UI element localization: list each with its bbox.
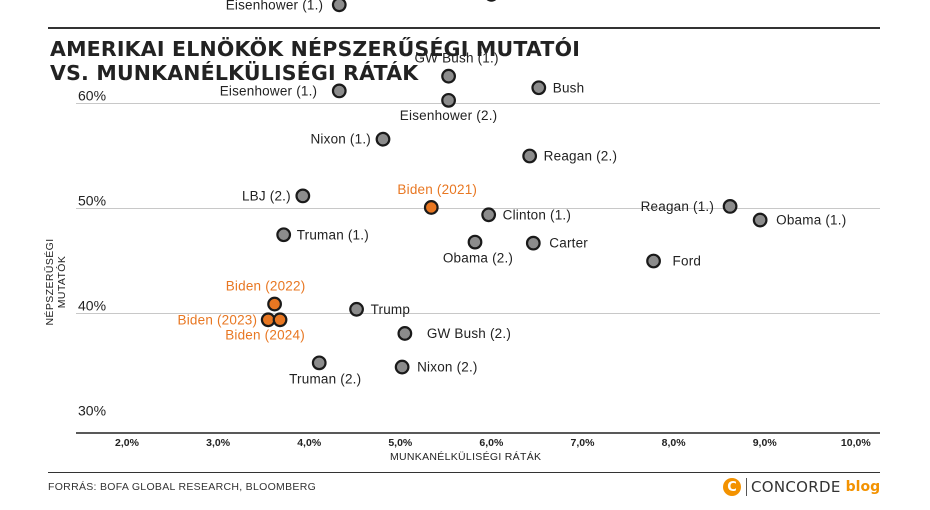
brand-suffix: blog xyxy=(845,479,881,495)
data-point xyxy=(397,326,413,341)
data-point xyxy=(752,212,768,228)
data-point xyxy=(272,312,288,328)
data-point xyxy=(394,359,410,375)
y-tick-label: 30% xyxy=(78,403,106,419)
data-point xyxy=(441,92,456,108)
data-label: Bush xyxy=(553,80,585,95)
data-point xyxy=(375,131,391,147)
data-label: JFK xyxy=(451,0,476,2)
x-tick-label: 8,0% xyxy=(662,437,687,449)
data-point xyxy=(267,296,282,312)
data-point xyxy=(295,188,311,204)
data-point xyxy=(525,235,541,251)
y-tick-labels: 30%40%50%60%70%80% xyxy=(78,88,106,419)
data-label: Reagan (2.) xyxy=(544,149,618,164)
brand-logo: C CONCORDE blog xyxy=(723,475,880,499)
x-tick-label: 3,0% xyxy=(206,437,231,449)
data-label: Truman (2.) xyxy=(289,371,361,386)
data-point xyxy=(722,198,738,214)
x-tick-label: 4,0% xyxy=(297,437,322,449)
data-point xyxy=(276,227,292,243)
y-tick-label: 60% xyxy=(78,88,106,104)
source-note: FORRÁS: BOFA GLOBAL RESEARCH, BLOOMBERG xyxy=(48,481,317,493)
data-label: Obama (2.) xyxy=(443,251,513,266)
data-label: Truman (1.) xyxy=(297,227,369,242)
concorde-logo-icon: C xyxy=(723,478,741,496)
data-label: Trump xyxy=(371,302,411,317)
data-label: LBJ (2.) xyxy=(242,188,291,203)
data-label: GW Bush (1.) xyxy=(414,51,498,66)
data-label: Eisenhower (2.) xyxy=(400,108,498,123)
data-label: Nixon (1.) xyxy=(310,132,371,147)
data-point xyxy=(486,0,497,2)
data-point xyxy=(331,0,347,13)
data-point xyxy=(481,207,497,223)
data-label: Biden (2024) xyxy=(225,327,305,342)
data-point xyxy=(423,200,439,215)
chart-title-line-1: AMERIKAI ELNÖKÖK NÉPSZERŰSÉGI MUTATÓI xyxy=(50,37,581,61)
bottom-rule xyxy=(48,472,880,473)
data-point xyxy=(531,80,547,96)
x-tick-label: 10,0% xyxy=(841,437,871,449)
y-tick-label: 50% xyxy=(78,193,106,209)
data-label: Eisenhower (1.) xyxy=(220,83,318,98)
x-tick-label: 9,0% xyxy=(753,437,778,449)
chart-title-line-2: VS. MUNKANÉLKÜLISÉGI RÁTÁK xyxy=(50,61,419,85)
chart-title: AMERIKAI ELNÖKÖK NÉPSZERŰSÉGI MUTATÓI VS… xyxy=(50,37,580,85)
data-point xyxy=(522,148,538,164)
x-tick-label: 6,0% xyxy=(479,437,504,449)
data-label: Obama (1.) xyxy=(776,213,846,228)
x-tick-label: 7,0% xyxy=(571,437,596,449)
data-labels: LBJ (1.)FDR (2.)JFKEisenhower (1.)GW Bus… xyxy=(178,0,847,386)
data-label: Biden (2022) xyxy=(226,279,306,294)
data-label: Reagan (1.) xyxy=(641,199,715,214)
y-tick-label: 40% xyxy=(78,298,106,314)
x-tick-label: 5,0% xyxy=(388,437,413,449)
data-point xyxy=(467,234,483,250)
data-label: Carter xyxy=(549,236,588,251)
data-label: Nixon (2.) xyxy=(417,360,478,375)
x-axis-label: MUNKANÉLKÜLISÉGI RÁTÁK xyxy=(390,451,542,463)
data-label: Biden (2021) xyxy=(397,182,477,197)
brand-name: CONCORDE xyxy=(751,478,841,496)
data-label: GW Bush (2.) xyxy=(427,326,511,341)
brand-divider xyxy=(746,478,747,496)
data-label: Clinton (1.) xyxy=(503,207,571,222)
x-tick-label: 2,0% xyxy=(115,437,140,449)
data-label: Ford xyxy=(673,254,702,269)
top-rule xyxy=(48,27,880,29)
data-point xyxy=(349,301,364,317)
grid-lines xyxy=(76,103,880,434)
data-point xyxy=(311,355,327,371)
data-label: Eisenhower (1.) xyxy=(226,0,324,12)
data-point xyxy=(646,253,661,269)
data-point xyxy=(441,68,456,84)
data-label: Biden (2023) xyxy=(178,312,258,327)
data-points xyxy=(260,0,768,375)
x-tick-labels: 2,0% 3,0% 4,0% 5,0% 6,0% 7,0% 8,0% 9,0% 10,0% xyxy=(115,437,871,449)
data-point xyxy=(260,312,276,328)
data-point xyxy=(331,83,347,99)
